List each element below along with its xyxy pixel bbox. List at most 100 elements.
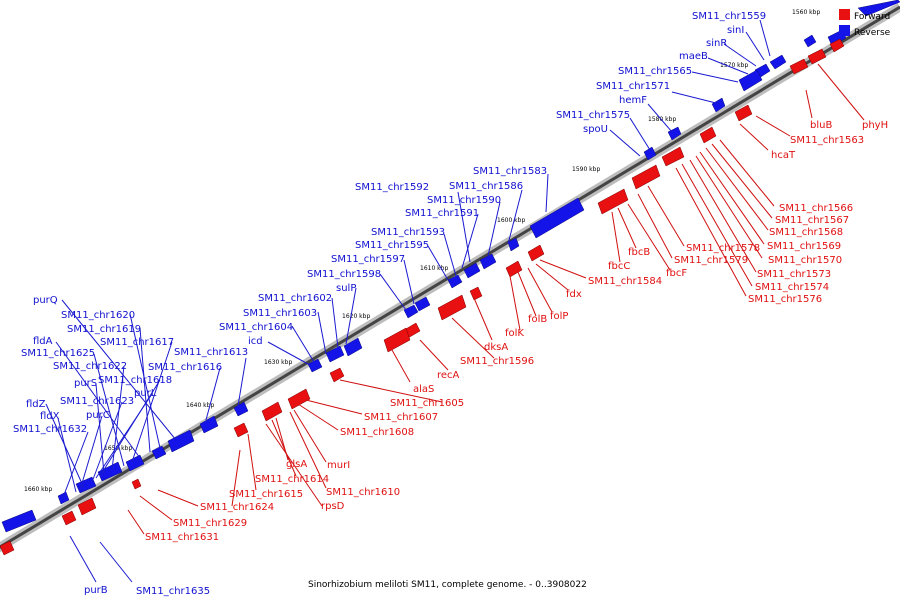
gene-label: fbcC — [608, 261, 630, 272]
gene-arrow — [507, 237, 520, 252]
tick-label: 1660 kbp — [24, 486, 52, 493]
gene-label: SM11_chr1631 — [145, 532, 219, 543]
tick-label: 1650 kbp — [104, 445, 132, 452]
gene-label: fbcF — [666, 268, 687, 279]
gene-label: SM11_chr1608 — [340, 427, 414, 438]
gene-label: SM11_chr1579 — [674, 255, 748, 266]
forward-gene-labels: phyH bluB SM11_chr1563 hcaT SM11_chr1566… — [145, 120, 888, 543]
gene-label: purS — [74, 378, 97, 389]
gene-label: SM11_chr1595 — [355, 240, 429, 251]
gene-arrow — [447, 274, 463, 289]
gene-arrow — [414, 296, 431, 312]
gene-label: SM11_chr1635 — [136, 586, 210, 597]
gene-label: SM11_chr1559 — [692, 11, 766, 22]
tick-label: 1580 kbp — [648, 116, 676, 123]
gene-arrow — [463, 262, 481, 279]
gene-label: hemF — [619, 95, 647, 106]
gene-arrow — [769, 54, 787, 70]
gene-label: rpsD — [321, 501, 345, 512]
tick-label: 1570 kbp — [720, 62, 748, 69]
gene-arrow — [789, 58, 809, 75]
gene-label: hcaT — [771, 150, 796, 161]
legend-reverse-label: Reverse — [854, 28, 891, 38]
gene-label: SM11_chr1574 — [755, 282, 829, 293]
gene-label: purL — [134, 388, 157, 399]
gene-arrow — [167, 429, 195, 453]
gene-label: SM11_chr1571 — [596, 81, 670, 92]
gene-label: SM11_chr1573 — [757, 269, 831, 280]
gene-arrow — [631, 164, 661, 190]
gene-label: SM11_chr1583 — [473, 166, 547, 177]
gene-label: SM11_chr1615 — [229, 489, 303, 500]
gene-label: SM11_chr1568 — [769, 227, 843, 238]
tick-labels: 1560 kbp 1570 kbp 1580 kbp 1590 kbp 1600… — [24, 9, 820, 493]
gene-label: fldZ — [26, 399, 46, 410]
gene-arrow — [738, 69, 763, 92]
gene-label: purC — [86, 410, 110, 421]
gene-arrow — [151, 445, 167, 460]
gene-label: fdx — [566, 289, 582, 300]
gene-label: murI — [327, 460, 350, 471]
gene-label: SM11_chr1570 — [768, 255, 842, 266]
gene-arrow — [61, 510, 77, 526]
gene-label: SM11_chr1575 — [556, 110, 630, 121]
gene-arrow — [529, 197, 585, 239]
gene-arrow — [0, 540, 15, 556]
gene-label: SM11_chr1566 — [779, 203, 853, 214]
gene-arrow — [77, 497, 97, 516]
gene-label: SM11_chr1592 — [355, 182, 429, 193]
gene-label: SM11_chr1603 — [243, 308, 317, 319]
gene-arrow — [125, 454, 145, 472]
gene-label: SM11_chr1614 — [255, 474, 329, 485]
gene-label: bluB — [810, 120, 832, 131]
gene-label: dksA — [484, 342, 508, 353]
gene-arrow — [329, 367, 345, 383]
gene-label: SM11_chr1617 — [100, 337, 174, 348]
gene-label: SM11_chr1610 — [326, 487, 400, 498]
gene-label: glsA — [286, 459, 307, 470]
gene-label: folP — [550, 311, 568, 322]
gene-arrow — [597, 188, 629, 215]
gene-label: maeB — [679, 51, 708, 62]
gene-arrow — [857, 0, 900, 17]
gene-label: SM11_chr1569 — [767, 241, 841, 252]
gene-label: SM11_chr1629 — [173, 518, 247, 529]
gene-label: icd — [248, 336, 263, 347]
tick-label: 1610 kbp — [420, 265, 448, 272]
gene-arrow — [97, 461, 123, 482]
gene-label: SM11_chr1613 — [174, 347, 248, 358]
gene-label: fldA — [33, 336, 53, 347]
gene-arrow — [343, 337, 363, 357]
gene-label: SM11_chr1598 — [307, 269, 381, 280]
gene-label: SM11_chr1619 — [67, 324, 141, 335]
gene-label: SM11_chr1604 — [219, 322, 293, 333]
gene-label: SM11_chr1597 — [331, 254, 405, 265]
gene-label: SM11_chr1565 — [618, 66, 692, 77]
gene-label: folK — [505, 328, 524, 339]
gene-label: SM11_chr1593 — [371, 227, 445, 238]
gene-label: SM11_chr1591 — [405, 208, 479, 219]
tick-label: 1630 kbp — [264, 359, 292, 366]
gene-label: sulP — [336, 283, 356, 294]
legend-reverse-swatch — [839, 25, 850, 36]
gene-arrow — [233, 401, 249, 417]
gene-label: SM11_chr1625 — [21, 348, 95, 359]
tick-label: 1560 kbp — [792, 9, 820, 16]
gene-arrow — [699, 126, 717, 144]
gene-arrow — [661, 146, 685, 167]
gene-label: folB — [528, 314, 547, 325]
gene-arrow — [803, 34, 817, 48]
gene-label: SM11_chr1590 — [427, 195, 501, 206]
legend: Forward Reverse — [839, 9, 891, 38]
genome-caption: Sinorhizobium meliloti SM11, complete ge… — [308, 580, 587, 590]
legend-forward-swatch — [839, 9, 850, 20]
gene-label: alaS — [413, 384, 434, 395]
gene-label: fldX — [40, 411, 60, 422]
gene-label: SM11_chr1596 — [460, 356, 534, 367]
gene-arrow — [403, 304, 419, 319]
gene-arrow — [307, 358, 323, 373]
gene-label: SM11_chr1620 — [61, 310, 135, 321]
gene-label: purQ — [33, 295, 58, 306]
gene-label: SM11_chr1618 — [98, 375, 172, 386]
